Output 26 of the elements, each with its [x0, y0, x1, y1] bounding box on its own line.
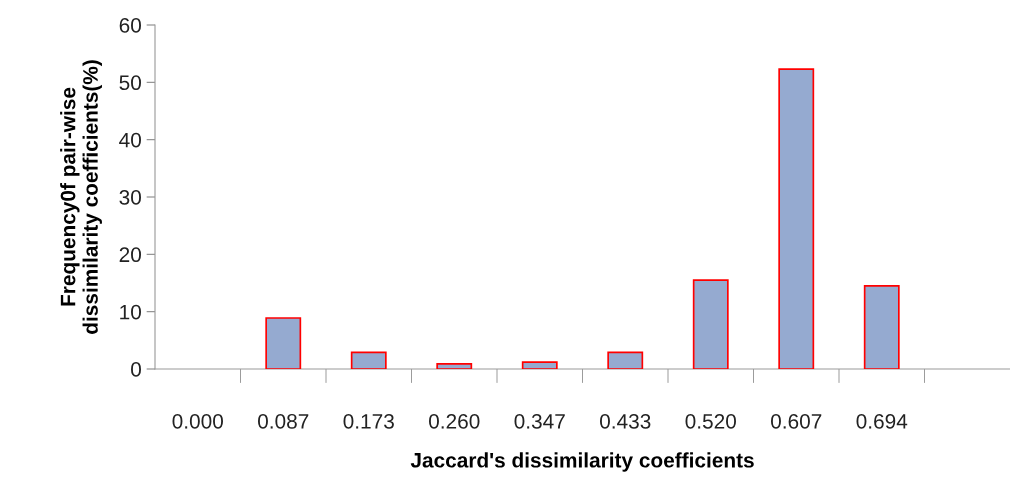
y-tick-label: 50	[119, 75, 141, 91]
y-tick-label: 0	[131, 362, 141, 377]
x-axis-title: Jaccard's dissimilarity coefficients	[410, 452, 754, 472]
x-tick-label: 0.433	[600, 413, 651, 429]
bar	[692, 279, 729, 369]
y-axis-title: Frequency0f pair-wise dissimilarity coefficients(%)	[60, 60, 102, 334]
y-tick-label: 30	[119, 190, 141, 205]
x-tick-label: 0.347	[514, 413, 565, 429]
x-tick-label: 0.087	[258, 413, 309, 429]
x-tick-label: 0.607	[771, 413, 822, 429]
x-tick-label: 0.694	[856, 413, 908, 429]
bar	[265, 317, 302, 369]
bar	[521, 361, 558, 369]
y-tick-label: 60	[119, 18, 141, 33]
bar	[607, 351, 644, 369]
bar	[436, 363, 473, 369]
x-tick-label: 0.173	[343, 413, 394, 429]
y-tick-label: 20	[119, 247, 141, 263]
y-tick-label: 10	[120, 304, 141, 320]
y-tick-label: 40	[119, 132, 141, 148]
bar	[350, 351, 387, 369]
x-tick-label: 0.520	[685, 413, 736, 429]
bar	[863, 285, 900, 369]
x-tick-label: 0.000	[172, 413, 223, 429]
x-tick-label: 0.260	[429, 413, 480, 429]
bar	[778, 68, 815, 369]
